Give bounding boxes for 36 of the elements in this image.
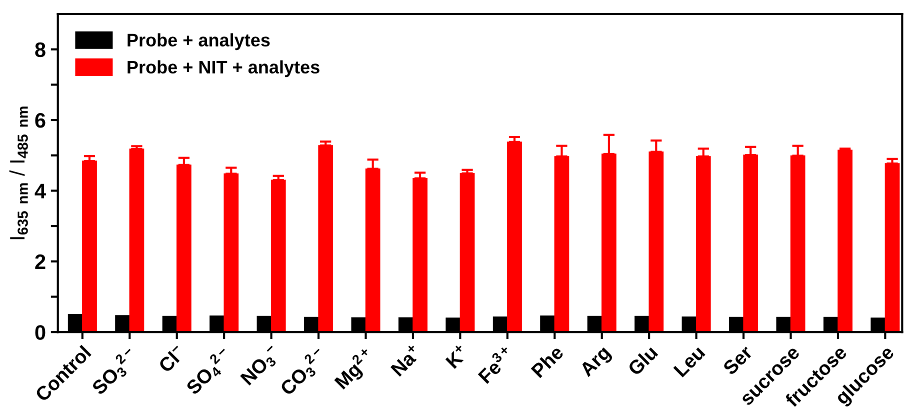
x-tick-label: NO$_{3}$$^{−}$	[240, 346, 277, 386]
bar	[129, 148, 144, 332]
bar	[224, 173, 239, 332]
bar	[696, 156, 711, 332]
bar	[507, 142, 522, 332]
x-tick-label: Na$^{+}$	[389, 344, 422, 377]
x-tick-label: K$^{+}$	[444, 344, 470, 369]
bar	[176, 164, 192, 332]
x-tick-label: Fe$^{3+}$	[476, 344, 516, 384]
bar	[412, 178, 428, 332]
legend-label: Probe + analytes	[128, 33, 270, 50]
legend-label: Probe + NIT + analytes	[128, 60, 320, 78]
x-tick-label: Mg$^{2+}$	[332, 346, 378, 392]
bar	[743, 154, 758, 332]
y-tick-label: 4	[34, 184, 46, 198]
x-tick-label: Phe	[530, 344, 564, 378]
y-tick-label: 2	[35, 254, 46, 269]
x-tick-label: CO$_{3}$$^{2−}$	[277, 346, 330, 398]
y-tick-label: 0	[35, 325, 46, 340]
bar	[554, 156, 570, 332]
y-tick-label: 6	[35, 113, 46, 128]
bar	[82, 160, 97, 332]
bar	[460, 173, 475, 332]
bar	[884, 163, 900, 332]
x-tick-label: Arg	[578, 345, 614, 380]
y-axis-title: I$_{635 nm}$ / I$_{485 nm}$	[9, 106, 28, 240]
bar	[602, 154, 616, 332]
y-tick-label: 8	[35, 42, 46, 58]
x-tick-label: Leu	[673, 345, 706, 378]
bar	[365, 168, 380, 332]
bar	[270, 180, 286, 332]
bar	[648, 151, 664, 332]
bar	[838, 150, 852, 332]
bar	[790, 155, 806, 332]
bar	[318, 145, 334, 332]
x-tick-label: Glu	[626, 344, 658, 376]
